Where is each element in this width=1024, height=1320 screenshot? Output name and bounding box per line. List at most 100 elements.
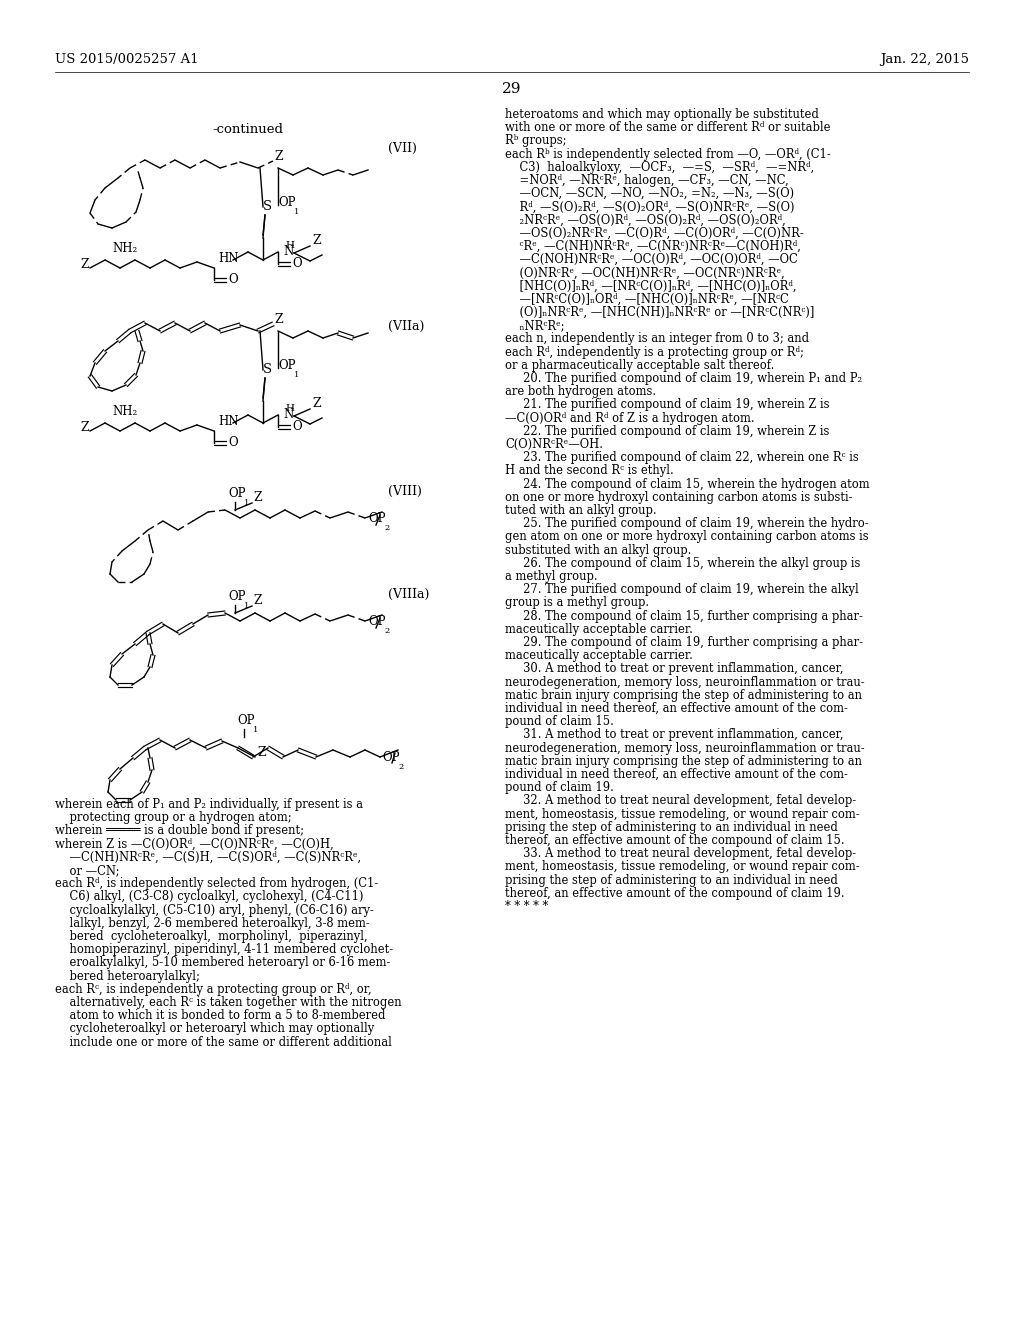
Text: (VIII): (VIII): [388, 484, 422, 498]
Text: 27. The purified compound of claim 19, wherein the alkyl: 27. The purified compound of claim 19, w…: [505, 583, 859, 597]
Text: neurodegeneration, memory loss, neuroinflammation or trau-: neurodegeneration, memory loss, neuroinf…: [505, 742, 864, 755]
Text: 32. A method to treat neural development, fetal develop-: 32. A method to treat neural development…: [505, 795, 856, 808]
Text: Z: Z: [253, 491, 261, 504]
Text: O: O: [228, 436, 238, 449]
Text: a methyl group.: a methyl group.: [505, 570, 598, 583]
Text: prising the step of administering to an individual in need: prising the step of administering to an …: [505, 821, 838, 834]
Text: H: H: [285, 242, 294, 249]
Text: 2: 2: [398, 763, 403, 771]
Text: OP: OP: [228, 590, 246, 603]
Text: thereof, an effective amount of the compound of claim 19.: thereof, an effective amount of the comp…: [505, 887, 845, 900]
Text: Z: Z: [274, 150, 283, 162]
Text: (O)]ₙNRᶜRᵉ, —[NHC(NH)]ₙNRᶜRᵉ or —[NRᶜC(NRᶜ)]: (O)]ₙNRᶜRᵉ, —[NHC(NH)]ₙNRᶜRᵉ or —[NRᶜC(N…: [505, 306, 814, 319]
Text: or a pharmaceutically acceptable salt thereof.: or a pharmaceutically acceptable salt th…: [505, 359, 774, 372]
Text: ₂NRᶜRᵉ, —OS(O)Rᵈ, —OS(O)₂Rᵈ, —OS(O)₂ORᵈ,: ₂NRᶜRᵉ, —OS(O)Rᵈ, —OS(O)₂Rᵈ, —OS(O)₂ORᵈ,: [505, 214, 785, 227]
Text: OP: OP: [368, 615, 385, 628]
Text: group is a methyl group.: group is a methyl group.: [505, 597, 649, 610]
Text: =NORᵈ, —NRᶜRᵉ, halogen, —CF₃, —CN, —NC,: =NORᵈ, —NRᶜRᵉ, halogen, —CF₃, —CN, —NC,: [505, 174, 788, 187]
Text: O: O: [292, 420, 302, 433]
Text: neurodegeneration, memory loss, neuroinflammation or trau-: neurodegeneration, memory loss, neuroinf…: [505, 676, 864, 689]
Text: OP: OP: [237, 714, 255, 727]
Text: ₙNRᶜRᵉ;: ₙNRᶜRᵉ;: [505, 319, 564, 333]
Text: substituted with an alkyl group.: substituted with an alkyl group.: [505, 544, 691, 557]
Text: matic brain injury comprising the step of administering to an: matic brain injury comprising the step o…: [505, 755, 862, 768]
Text: homopiperazinyl, piperidinyl, 4-11 membered cyclohet-: homopiperazinyl, piperidinyl, 4-11 membe…: [55, 944, 393, 956]
Text: HN: HN: [218, 414, 239, 428]
Text: Jan. 22, 2015: Jan. 22, 2015: [880, 53, 969, 66]
Text: —OS(O)₂NRᶜRᵉ, —C(O)Rᵈ, —C(O)ORᵈ, —C(O)NR-: —OS(O)₂NRᶜRᵉ, —C(O)Rᵈ, —C(O)ORᵈ, —C(O)NR…: [505, 227, 804, 240]
Text: [NHC(O)]ₙRᵈ, —[NRᶜC(O)]ₙRᵈ, —[NHC(O)]ₙORᵈ,: [NHC(O)]ₙRᵈ, —[NRᶜC(O)]ₙRᵈ, —[NHC(O)]ₙOR…: [505, 280, 797, 293]
Text: 1: 1: [294, 371, 299, 379]
Text: 29. The compound of claim 19, further comprising a phar-: 29. The compound of claim 19, further co…: [505, 636, 863, 649]
Text: 26. The compound of claim 15, wherein the alkyl group is: 26. The compound of claim 15, wherein th…: [505, 557, 860, 570]
Text: S: S: [263, 363, 272, 376]
Text: NH₂: NH₂: [112, 242, 137, 255]
Text: —OCN, —SCN, —NO, —NO₂, =N₂, —N₃, —S(O): —OCN, —SCN, —NO, —NO₂, =N₂, —N₃, —S(O): [505, 187, 795, 201]
Text: (VIIIa): (VIIIa): [388, 587, 429, 601]
Text: 20. The purified compound of claim 19, wherein P₁ and P₂: 20. The purified compound of claim 19, w…: [505, 372, 862, 385]
Text: Z: Z: [274, 313, 283, 326]
Text: 31. A method to treat or prevent inflammation, cancer,: 31. A method to treat or prevent inflamm…: [505, 729, 844, 742]
Text: H: H: [285, 404, 294, 413]
Text: cycloalkylalkyl, (C5-C10) aryl, phenyl, (C6-C16) ary-: cycloalkylalkyl, (C5-C10) aryl, phenyl, …: [55, 904, 374, 916]
Text: pound of claim 19.: pound of claim 19.: [505, 781, 613, 795]
Text: lalkyl, benzyl, 2-6 membered heteroalkyl, 3-8 mem-: lalkyl, benzyl, 2-6 membered heteroalkyl…: [55, 917, 370, 929]
Text: ment, homeostasis, tissue remodeling, or wound repair com-: ment, homeostasis, tissue remodeling, or…: [505, 861, 859, 874]
Text: 29: 29: [502, 82, 522, 96]
Text: cycloheteroalkyl or heteroaryl which may optionally: cycloheteroalkyl or heteroaryl which may…: [55, 1023, 374, 1035]
Text: ment, homeostasis, tissue remodeling, or wound repair com-: ment, homeostasis, tissue remodeling, or…: [505, 808, 859, 821]
Text: wherein ═════ is a double bond if present;: wherein ═════ is a double bond if presen…: [55, 825, 304, 837]
Text: 30. A method to treat or prevent inflammation, cancer,: 30. A method to treat or prevent inflamm…: [505, 663, 844, 676]
Text: individual in need thereof, an effective amount of the com-: individual in need thereof, an effective…: [505, 702, 848, 715]
Text: with one or more of the same or different Rᵈ or suitable: with one or more of the same or differen…: [505, 121, 830, 135]
Text: OP: OP: [278, 359, 296, 372]
Text: include one or more of the same or different additional: include one or more of the same or diffe…: [55, 1036, 392, 1048]
Text: —[NRᶜC(O)]ₙORᵈ, —[NHC(O)]ₙNRᶜRᵉ, —[NRᶜC: —[NRᶜC(O)]ₙORᵈ, —[NHC(O)]ₙNRᶜRᵉ, —[NRᶜC: [505, 293, 788, 306]
Text: 2: 2: [384, 627, 389, 635]
Text: protecting group or a hydrogen atom;: protecting group or a hydrogen atom;: [55, 812, 292, 824]
Text: wherein Z is —C(O)ORᵈ, —C(O)NRᶜRᵉ, —C(O)H,: wherein Z is —C(O)ORᵈ, —C(O)NRᶜRᵉ, —C(O)…: [55, 838, 334, 850]
Text: matic brain injury comprising the step of administering to an: matic brain injury comprising the step o…: [505, 689, 862, 702]
Text: C3)  haloalkyloxy,  —OCF₃,  —=S,  —SRᵈ,  —=NRᵈ,: C3) haloalkyloxy, —OCF₃, —=S, —SRᵈ, —=NR…: [505, 161, 814, 174]
Text: (VIIa): (VIIa): [388, 319, 424, 333]
Text: NH₂: NH₂: [112, 405, 137, 418]
Text: H and the second Rᶜ is ethyl.: H and the second Rᶜ is ethyl.: [505, 465, 674, 478]
Text: 25. The purified compound of claim 19, wherein the hydro-: 25. The purified compound of claim 19, w…: [505, 517, 868, 531]
Text: individual in need thereof, an effective amount of the com-: individual in need thereof, an effective…: [505, 768, 848, 781]
Text: Z: Z: [80, 257, 89, 271]
Text: 1: 1: [244, 499, 250, 507]
Text: wherein each of P₁ and P₂ individually, if present is a: wherein each of P₁ and P₂ individually, …: [55, 799, 362, 810]
Text: —C(NOH)NRᶜRᵉ, —OC(O)Rᵈ, —OC(O)ORᵈ, —OC: —C(NOH)NRᶜRᵉ, —OC(O)Rᵈ, —OC(O)ORᵈ, —OC: [505, 253, 798, 267]
Text: O: O: [228, 273, 238, 286]
Text: (VII): (VII): [388, 143, 417, 154]
Text: on one or more hydroxyl containing carbon atoms is substi-: on one or more hydroxyl containing carbo…: [505, 491, 853, 504]
Text: C(O)NRᶜRᵉ—OH.: C(O)NRᶜRᵉ—OH.: [505, 438, 603, 451]
Text: OP: OP: [382, 751, 399, 764]
Text: 21. The purified compound of claim 19, wherein Z is: 21. The purified compound of claim 19, w…: [505, 399, 829, 412]
Text: 22. The purified compound of claim 19, wherein Z is: 22. The purified compound of claim 19, w…: [505, 425, 829, 438]
Text: N: N: [283, 408, 293, 421]
Text: prising the step of administering to an individual in need: prising the step of administering to an …: [505, 874, 838, 887]
Text: each Rᶜ, is independently a protecting group or Rᵈ, or,: each Rᶜ, is independently a protecting g…: [55, 983, 372, 995]
Text: OP: OP: [228, 487, 246, 500]
Text: tuted with an alkyl group.: tuted with an alkyl group.: [505, 504, 656, 517]
Text: 1: 1: [294, 209, 299, 216]
Text: Z: Z: [80, 421, 89, 434]
Text: pound of claim 15.: pound of claim 15.: [505, 715, 613, 729]
Text: 28. The compound of claim 15, further comprising a phar-: 28. The compound of claim 15, further co…: [505, 610, 863, 623]
Text: * * * * *: * * * * *: [505, 900, 548, 913]
Text: Z: Z: [257, 746, 265, 759]
Text: OP: OP: [368, 512, 385, 525]
Text: —C(NH)NRᶜRᵉ, —C(S)H, —C(S)ORᵈ, —C(S)NRᶜRᵉ,: —C(NH)NRᶜRᵉ, —C(S)H, —C(S)ORᵈ, —C(S)NRᶜR…: [55, 851, 361, 863]
Text: each Rᵇ is independently selected from —O, —ORᵈ, (C1-: each Rᵇ is independently selected from —…: [505, 148, 830, 161]
Text: HN: HN: [218, 252, 239, 265]
Text: gen atom on one or more hydroxyl containing carbon atoms is: gen atom on one or more hydroxyl contain…: [505, 531, 868, 544]
Text: bered  cycloheteroalkyl,  morpholinyl,  piperazinyl,: bered cycloheteroalkyl, morpholinyl, pip…: [55, 931, 368, 942]
Text: 23. The purified compound of claim 22, wherein one Rᶜ is: 23. The purified compound of claim 22, w…: [505, 451, 859, 465]
Text: 1: 1: [253, 726, 258, 734]
Text: each Rᵈ, independently is a protecting group or Rᵈ;: each Rᵈ, independently is a protecting g…: [505, 346, 804, 359]
Text: S: S: [263, 201, 272, 213]
Text: 1: 1: [244, 602, 250, 610]
Text: US 2015/0025257 A1: US 2015/0025257 A1: [55, 53, 199, 66]
Text: alternatively, each Rᶜ is taken together with the nitrogen: alternatively, each Rᶜ is taken together…: [55, 997, 401, 1008]
